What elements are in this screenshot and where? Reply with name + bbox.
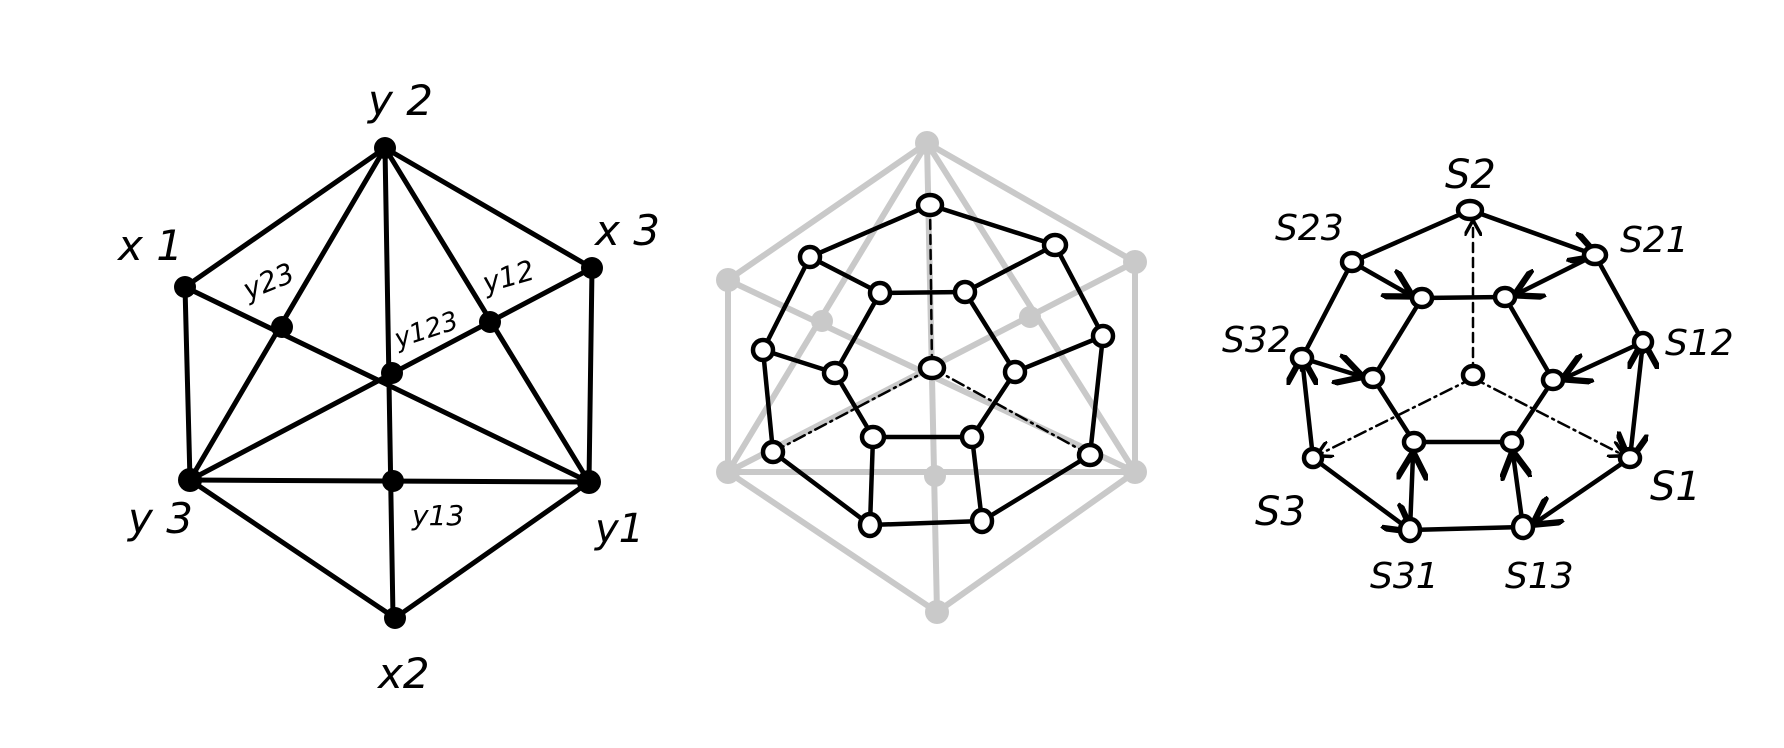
- middle-graph: [716, 131, 1147, 624]
- vertex-y2: [374, 137, 396, 159]
- vertex-y123: [381, 362, 403, 384]
- node-s23: [1339, 250, 1365, 274]
- vertex-y13: [382, 470, 404, 492]
- vertex-y23: [271, 316, 293, 338]
- label-y1: y1: [594, 506, 644, 552]
- right-graph: S2 S23 S21 S32 S12 S3 S1 S31 S13: [1222, 152, 1734, 597]
- node-s13: [1510, 513, 1536, 541]
- edge-y2-y3: [187, 145, 388, 483]
- vertex-y3: [178, 468, 202, 492]
- node-center: [1460, 363, 1486, 387]
- label-x3: x 3: [593, 206, 660, 255]
- node-s21: [1581, 243, 1609, 267]
- node-inner-right-bottom: [1499, 430, 1525, 454]
- vertex-y1: [577, 470, 601, 494]
- node-inner-left-mid: [1360, 366, 1386, 390]
- node-inner-right-mid: [1540, 368, 1566, 392]
- node-inner-left-top: [1409, 286, 1435, 310]
- edge-x1-y1: [182, 284, 592, 485]
- node-s1: [1617, 446, 1643, 470]
- label-x2: x2: [376, 649, 430, 698]
- label-S1: S1: [1650, 464, 1701, 510]
- vertex-x1: [174, 276, 196, 298]
- label-S23: S23: [1275, 208, 1344, 249]
- node-s3: [1301, 446, 1325, 470]
- vertex-x2: [384, 607, 406, 629]
- node-s2: [1455, 198, 1485, 222]
- label-S31: S31: [1370, 556, 1439, 597]
- label-y123: y123: [390, 306, 462, 355]
- label-S2: S2: [1445, 152, 1496, 198]
- node-inner-left-bottom: [1401, 430, 1427, 454]
- label-S3: S3: [1255, 489, 1306, 535]
- label-y2: y 2: [366, 76, 433, 125]
- label-y13: y13: [411, 499, 464, 532]
- label-y12: y12: [478, 254, 538, 300]
- label-S13: S13: [1505, 556, 1574, 597]
- label-x1: x 1: [116, 221, 183, 270]
- node-s32: [1289, 346, 1315, 370]
- label-y23: y23: [237, 256, 299, 307]
- vertex-y12: [479, 311, 501, 333]
- label-S32: S32: [1222, 320, 1291, 361]
- node-s12: [1631, 330, 1655, 354]
- left-graph: y 2 x 1 x 3 y23 y12 y123 y 3 y13 y1 x2: [116, 76, 660, 698]
- label-S12: S12: [1665, 323, 1734, 364]
- vertex-x3: [581, 257, 603, 279]
- label-S21: S21: [1620, 220, 1689, 261]
- node-s31: [1397, 516, 1423, 544]
- label-y3: y 3: [126, 494, 193, 543]
- node-inner-right-top: [1492, 285, 1518, 309]
- truncated-graph: [750, 192, 1116, 539]
